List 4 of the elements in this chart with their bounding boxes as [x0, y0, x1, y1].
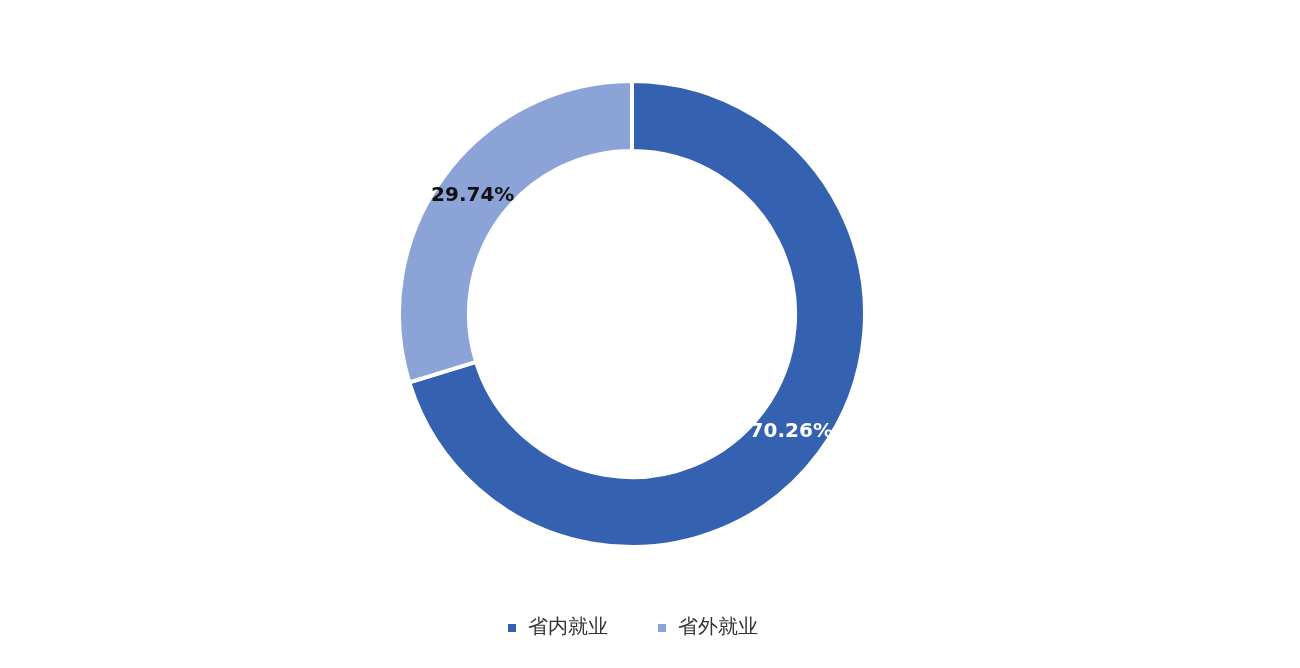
legend-label: 省外就业: [678, 614, 758, 639]
data-label: 29.74%: [431, 182, 515, 207]
legend-label: 省内就业: [528, 614, 608, 639]
data-label: 70.26%: [749, 417, 833, 442]
